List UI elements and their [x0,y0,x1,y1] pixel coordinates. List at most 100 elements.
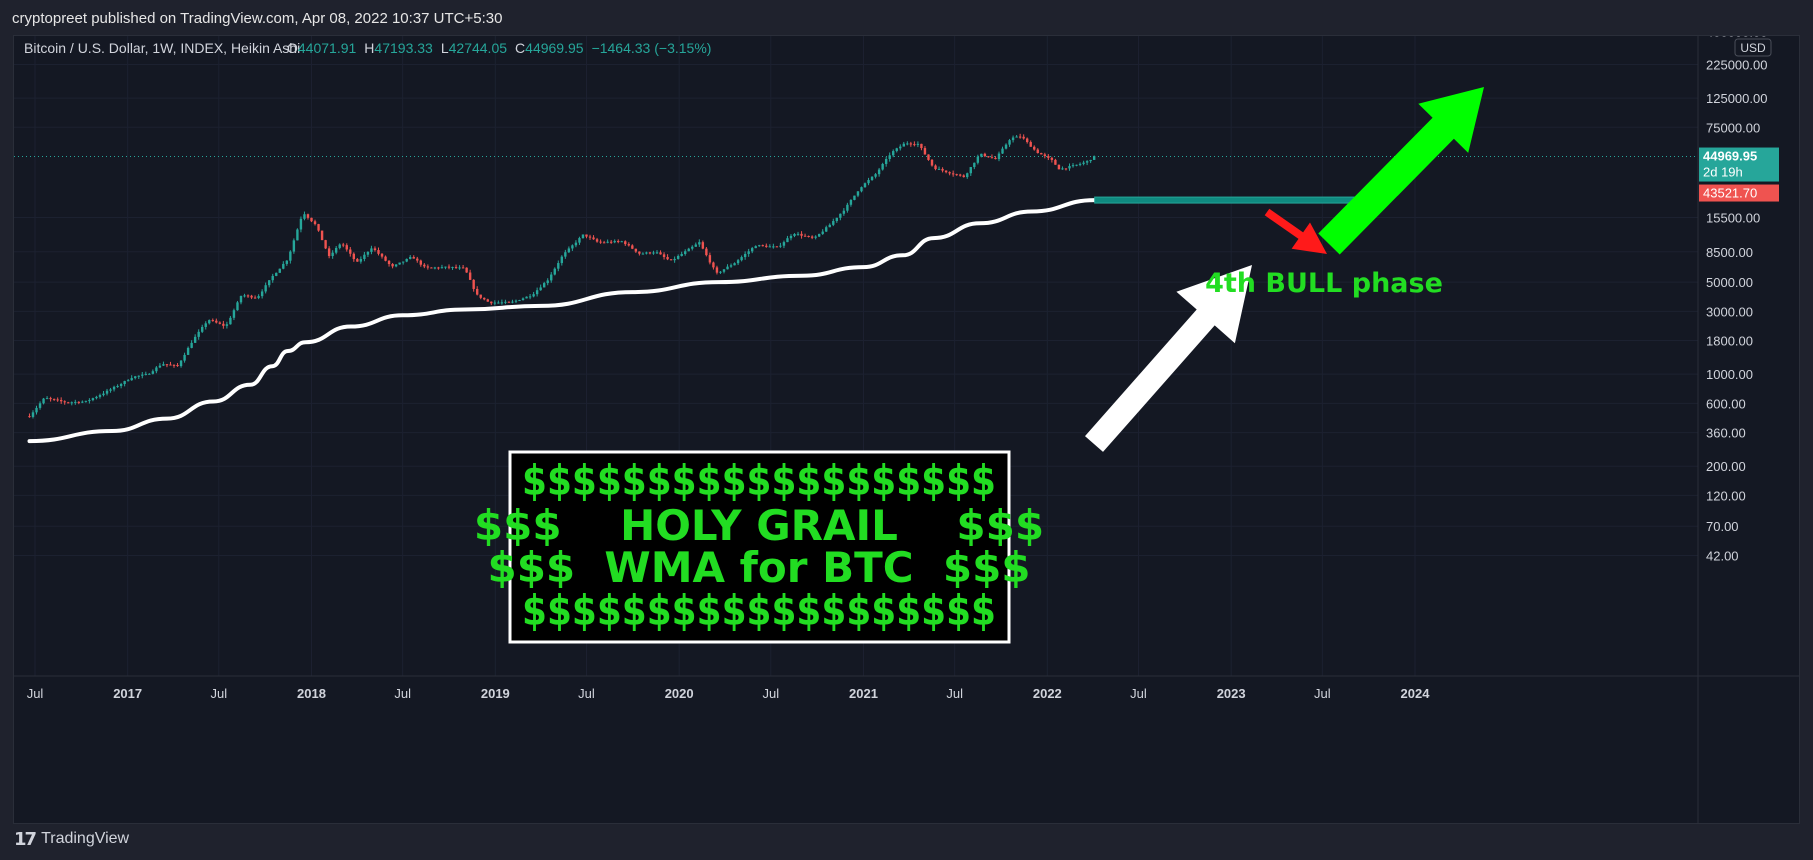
candle-body [1089,159,1092,162]
candle [437,266,440,270]
candle [165,364,169,368]
candle-body [1022,136,1025,139]
candle [923,146,927,155]
candle [88,398,91,404]
candle [1018,133,1022,139]
candle [941,167,944,173]
candle-body [105,390,109,394]
candle [183,352,186,363]
candle-body [98,395,102,397]
candle [761,244,764,247]
tradingview-brand: TradingView [41,830,130,847]
box-line-1: $$$$$$$$$$$$$$$$$$$ [522,456,996,505]
candle-body [28,416,31,418]
candle [275,272,278,277]
candle [483,297,486,301]
candle [313,219,317,226]
candle-body [810,236,814,238]
candle-body [807,235,810,237]
candle [349,247,352,257]
candle [126,379,130,382]
candle-body [179,360,183,367]
candle-body [571,245,574,249]
candle-body [493,302,497,304]
candle [246,294,250,298]
candle-body [1054,159,1057,165]
candle-body [162,364,165,366]
candle [359,256,363,264]
candle [176,363,179,367]
price-chart[interactable]: Bitcoin / U.S. Dollar, 1W, INDEX, Heikin… [14,36,1799,823]
candle [511,299,514,304]
candle [49,396,52,402]
candle [652,250,655,255]
candle [493,300,497,306]
currency-badge[interactable]: USD [1734,38,1772,57]
candle [782,240,786,249]
candle-body [1061,168,1064,170]
tradingview-footer[interactable]: 17 TradingView [14,828,129,850]
candle [839,213,842,221]
candle-body [126,380,130,382]
candle [130,375,133,381]
candle-body [137,375,140,377]
candle-body [310,217,313,222]
time-scale[interactable]: Jul 2017 Jul 2018 Jul 2019 Jul 2020 Jul 2021 Jul 20… [14,675,1799,823]
candle-body [465,267,468,273]
price-scale[interactable]: 680000.00400000.00225000.00125000.007500… [1697,36,1779,676]
candle-body [134,376,137,379]
candle-body [920,143,923,149]
candle [412,255,415,259]
candle-body [909,143,913,145]
price-tick-label: 5000.00 [1706,275,1753,290]
candle [602,240,606,244]
candle-body [669,259,673,261]
candle [832,218,835,227]
candle-body [497,302,500,304]
candle [532,291,535,298]
candle-body [359,258,363,262]
candle [828,223,831,228]
candle-body [803,235,807,237]
candle [870,176,874,181]
candle [708,252,712,265]
marker-price-value: 43521.70 [1703,186,1757,201]
candle [722,269,726,274]
chart-panel[interactable]: Bitcoin / U.S. Dollar, 1W, INDEX, Heikin… [13,35,1800,824]
candle-body [59,399,63,402]
candle [451,266,454,270]
candle-body [479,294,482,298]
candle [447,264,451,270]
candle [144,371,148,376]
candle [148,373,151,375]
candle [416,256,419,263]
candle-body [257,296,260,298]
candle [59,397,63,404]
candle-body [193,336,197,343]
candle-body [648,252,652,254]
candle-body [165,364,169,366]
candle-body [662,254,666,257]
candle-body [634,248,638,252]
candle [613,239,616,244]
candle-body [345,245,348,250]
candle [765,243,768,248]
candle-body [186,347,190,355]
candle-body [317,224,320,231]
candle-body [338,244,341,248]
candle [684,249,687,256]
candle [370,245,373,255]
candle [944,170,948,174]
currency-badge-frame [1734,38,1772,57]
candle [983,152,987,158]
candle-body [973,162,976,168]
candle [158,363,162,369]
candle-body [719,271,722,273]
candle [525,296,528,299]
candle-body [77,401,81,403]
candle [990,154,994,159]
candle [535,287,539,297]
candle [137,375,140,379]
candle [500,299,504,305]
candle-body [959,174,962,176]
